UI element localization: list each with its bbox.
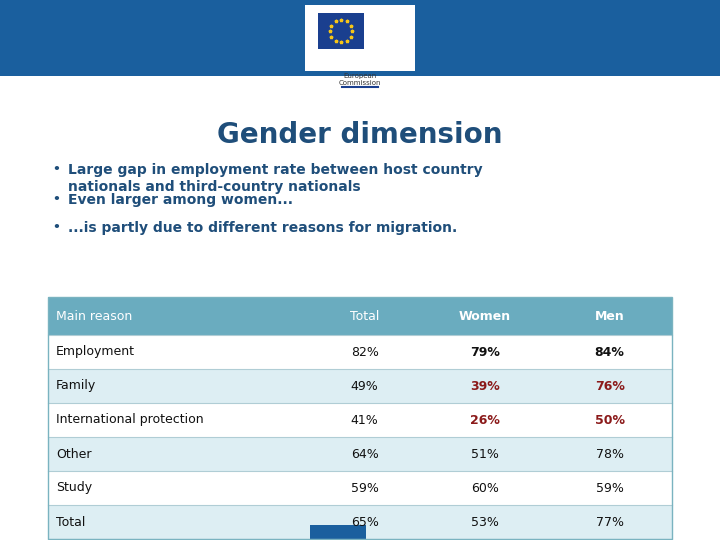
Text: Total: Total <box>56 516 86 529</box>
Text: Gender dimension: Gender dimension <box>217 121 503 149</box>
Text: 76%: 76% <box>595 380 624 393</box>
Text: Other: Other <box>56 448 91 461</box>
Text: 79%: 79% <box>470 346 500 359</box>
Bar <box>318 13 364 49</box>
Text: 59%: 59% <box>595 482 624 495</box>
Bar <box>310 525 366 540</box>
Text: 51%: 51% <box>471 448 499 461</box>
Text: 60%: 60% <box>471 482 499 495</box>
Text: 77%: 77% <box>595 516 624 529</box>
Text: 64%: 64% <box>351 448 379 461</box>
Bar <box>305 5 415 71</box>
Text: 59%: 59% <box>351 482 379 495</box>
Text: 65%: 65% <box>351 516 379 529</box>
Bar <box>48 297 672 335</box>
Bar <box>48 369 672 403</box>
Bar <box>48 403 672 437</box>
Text: Main reason: Main reason <box>56 309 132 322</box>
Text: •: • <box>52 221 60 234</box>
Text: Study: Study <box>56 482 92 495</box>
Text: 82%: 82% <box>351 346 379 359</box>
Text: International protection: International protection <box>56 414 204 427</box>
Text: Family: Family <box>56 380 96 393</box>
Text: •: • <box>52 164 60 177</box>
Text: 78%: 78% <box>595 448 624 461</box>
Text: Total: Total <box>350 309 379 322</box>
Text: Women: Women <box>459 309 511 322</box>
Bar <box>48 505 672 539</box>
Text: European
Commission: European Commission <box>338 73 382 86</box>
Text: Large gap in employment rate between host country: Large gap in employment rate between hos… <box>68 163 482 177</box>
Bar <box>48 471 672 505</box>
Text: 84%: 84% <box>595 346 624 359</box>
Text: 41%: 41% <box>351 414 379 427</box>
Text: •: • <box>52 193 60 206</box>
Text: Employment: Employment <box>56 346 135 359</box>
Text: 26%: 26% <box>470 414 500 427</box>
Bar <box>48 437 672 471</box>
Text: Men: Men <box>595 309 624 322</box>
Text: 53%: 53% <box>471 516 499 529</box>
Text: 50%: 50% <box>595 414 625 427</box>
Bar <box>48 335 672 369</box>
Bar <box>48 297 672 539</box>
Text: Even larger among women...: Even larger among women... <box>68 193 293 207</box>
Text: nationals and third-country nationals: nationals and third-country nationals <box>68 180 361 194</box>
Text: ...is partly due to different reasons for migration.: ...is partly due to different reasons fo… <box>68 221 457 235</box>
Text: 49%: 49% <box>351 380 379 393</box>
Bar <box>0 0 720 76</box>
Text: 39%: 39% <box>470 380 500 393</box>
